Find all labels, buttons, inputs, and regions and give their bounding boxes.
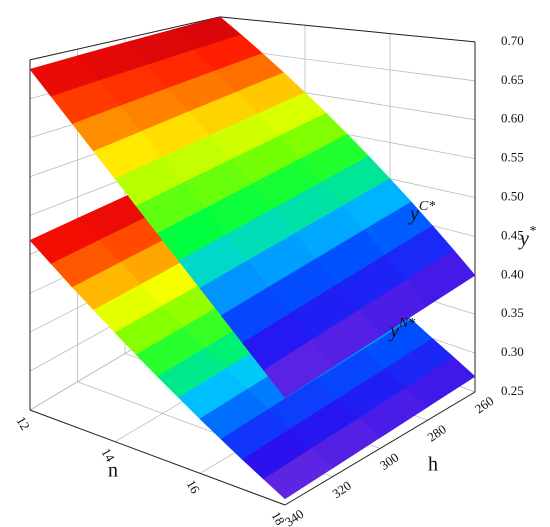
y-axis-title: h [428, 454, 438, 476]
series-label-base: y [408, 203, 419, 225]
axis-box [284, 391, 476, 506]
surface [29, 16, 476, 399]
z-tick-label: 0.70 [501, 33, 524, 48]
series-label-sup: N* [398, 316, 415, 331]
x-axis-title: n [108, 460, 118, 482]
z-tick-label: 0.40 [501, 266, 524, 281]
series-label: yN* [388, 316, 415, 341]
axis-box [219, 16, 476, 43]
x-tick-label: 16 [184, 477, 204, 496]
series-label-sup: C* [419, 199, 435, 214]
z-axis-title-sup: * [529, 224, 536, 239]
y-tick-label: 260 [472, 393, 497, 416]
series-label: yC* [408, 199, 435, 224]
z-tick-label: 0.25 [501, 383, 524, 398]
z-tick-label: 0.50 [501, 188, 524, 203]
y-tick-label: 280 [424, 421, 449, 444]
surface-patch [263, 448, 333, 500]
z-tick-label: 0.35 [501, 305, 524, 320]
z-tick-label: 0.55 [501, 150, 524, 165]
y-tick-label: 300 [377, 450, 402, 473]
z-tick-label: 0.30 [501, 344, 524, 359]
z-tick-label: 0.65 [501, 72, 524, 87]
axis-box [29, 16, 221, 61]
y-tick-label: 340 [282, 506, 307, 527]
series-label-base: y [388, 320, 399, 342]
x-tick-label: 12 [14, 414, 33, 433]
z-axis-title: y* [518, 224, 536, 249]
z-tick-label: 0.60 [501, 111, 524, 126]
y-tick-label: 320 [329, 478, 354, 501]
x-tick-label: 18 [269, 509, 288, 527]
z-axis-title-base: y [518, 228, 529, 250]
z-tick-label: 0.45 [501, 227, 524, 242]
axis-box [29, 409, 286, 506]
surface-patch [263, 339, 333, 399]
